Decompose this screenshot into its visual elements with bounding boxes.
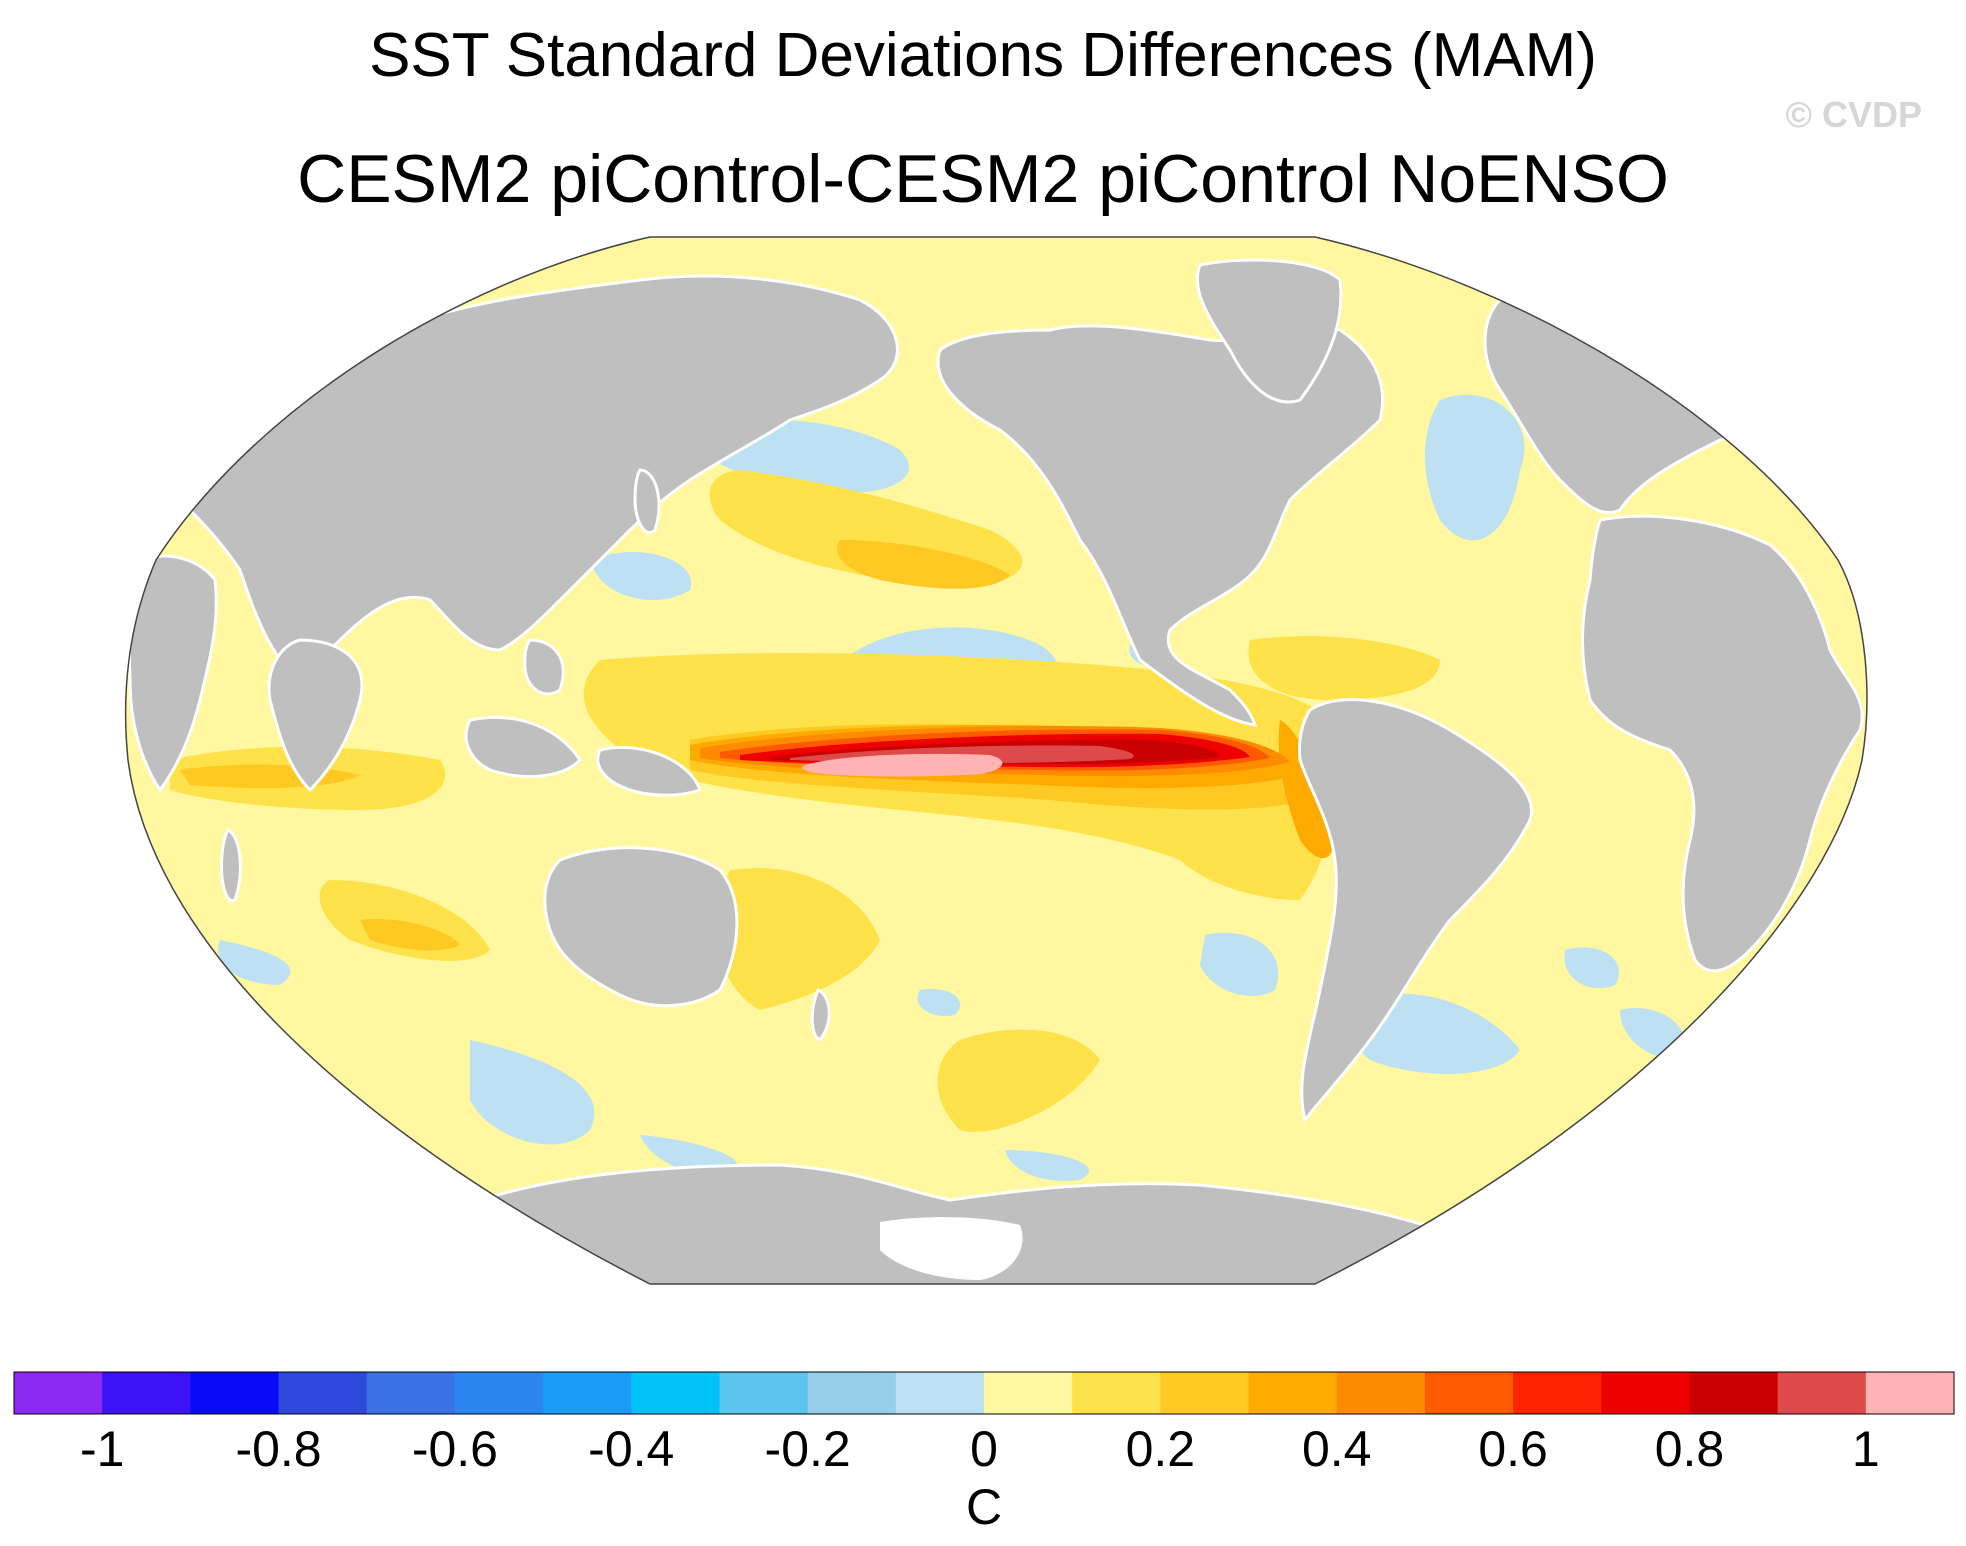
chart-subtitle: CESM2 piControl-CESM2 piControl NoENSO [297,141,1669,217]
colorbar-swatch [1689,1372,1779,1414]
colorbar-swatch [1248,1372,1338,1414]
colorbar-swatch [14,1372,103,1414]
colorbar-swatch [454,1372,544,1414]
colorbar-swatch [1336,1372,1426,1414]
colorbar-tick-label: 0.2 [1126,1421,1196,1477]
colorbar-swatch [1160,1372,1250,1414]
colorbar-tick-label: -0.8 [235,1421,321,1477]
colorbar-tick-label: -0.6 [412,1421,498,1477]
colorbar-swatch [1513,1372,1602,1414]
colorbar-tick-label: 0 [970,1421,998,1477]
colorbar-swatch [895,1372,985,1414]
colorbar-swatch [984,1372,1073,1414]
colorbar-swatch [1601,1372,1690,1414]
colorbar-tick-label: 1 [1852,1421,1880,1477]
colorbar-tick-label: 0.6 [1478,1421,1548,1477]
colorbar-swatch [807,1372,897,1414]
colorbar-swatch [102,1372,191,1414]
colorbar-swatch [366,1372,456,1414]
positive-anomaly-1p0 [802,753,1003,777]
cvdp-credit: © CVDP [1785,94,1922,135]
colorbar-swatch [719,1372,809,1414]
colorbar-tick-label: 0.8 [1655,1421,1725,1477]
colorbar-tick-label: -0.4 [588,1421,674,1477]
chart-title: SST Standard Deviations Differences (MAM… [369,21,1597,90]
colorbar-frame [13,1371,1955,1415]
colorbar-swatch [1777,1372,1867,1414]
colorbar-swatch [1072,1372,1161,1414]
colorbar-tick-label: -0.2 [765,1421,851,1477]
colorbar-tick-label: 0.4 [1302,1421,1372,1477]
colorbar-tick-labels: -1 -0.8 -0.6 -0.4 -0.2 0 0.2 0.4 0.6 0.8 1 [80,1421,1880,1477]
colorbar-tick-label: -1 [80,1421,124,1477]
colorbar-swatch [1865,1372,1955,1414]
colorbar-swatch [1424,1372,1514,1414]
ice-shelf [880,1217,1023,1280]
colorbar-swatches [14,1372,1955,1414]
colorbar-swatch [543,1372,632,1414]
globe-outline [124,236,1868,1285]
colorbar-swatch [631,1372,720,1414]
colorbar-swatch [190,1372,280,1414]
colorbar-unit-label: C [966,1479,1002,1535]
colorbar-swatch [278,1372,368,1414]
